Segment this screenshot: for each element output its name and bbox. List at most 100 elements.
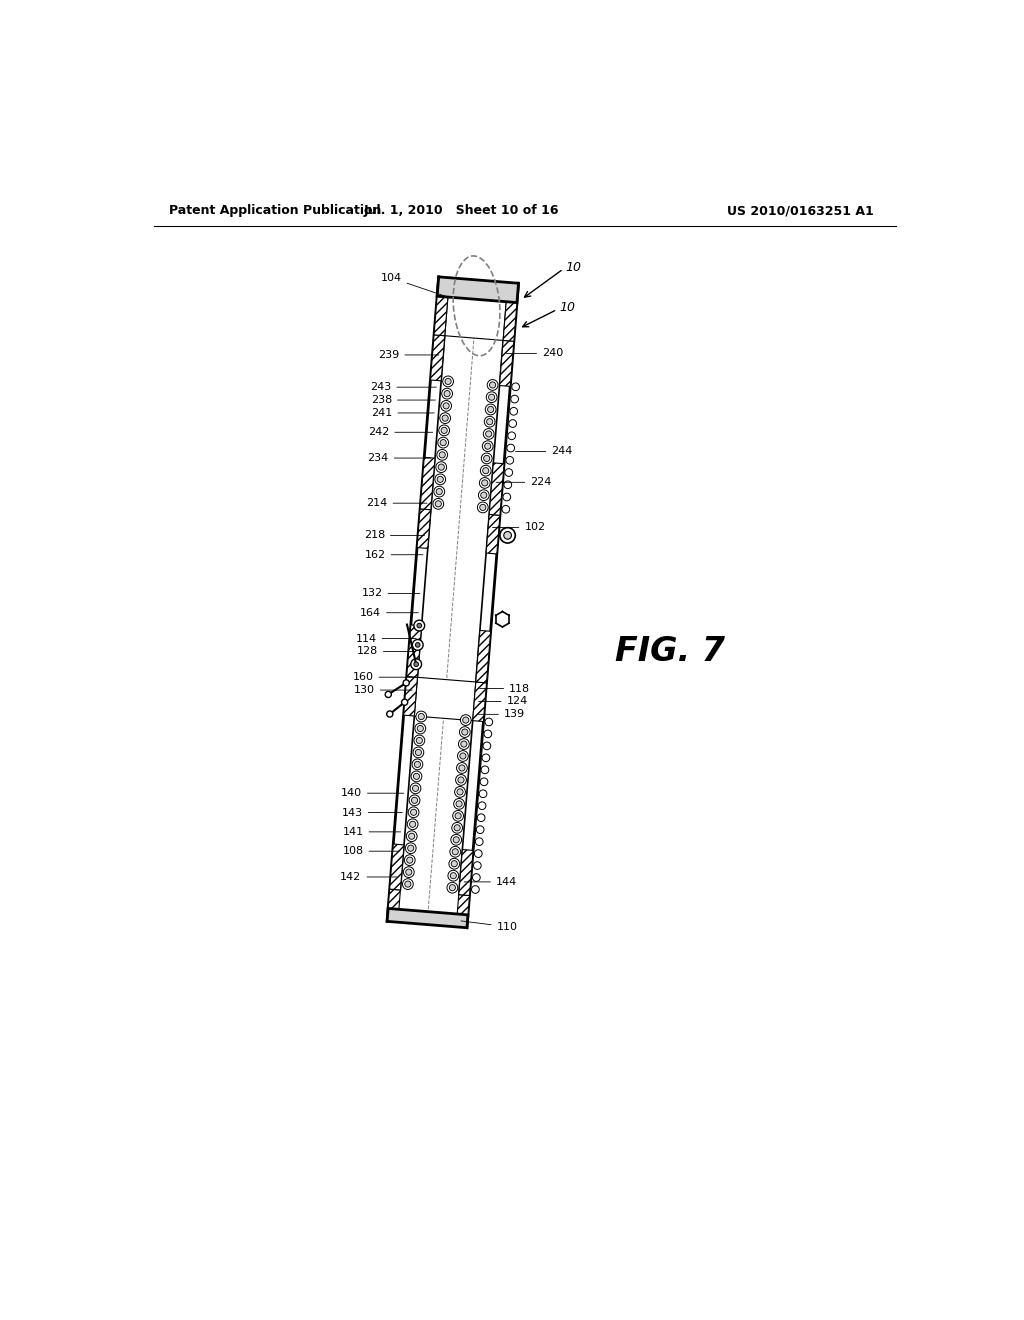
Circle shape [483, 455, 489, 462]
Text: 160: 160 [352, 672, 413, 682]
Circle shape [487, 380, 498, 391]
Circle shape [486, 418, 493, 425]
Polygon shape [473, 682, 486, 722]
Circle shape [417, 726, 423, 731]
Circle shape [453, 849, 459, 855]
Circle shape [456, 775, 466, 785]
Circle shape [449, 858, 460, 869]
Circle shape [404, 880, 411, 887]
Circle shape [409, 807, 419, 817]
Circle shape [460, 727, 470, 738]
Circle shape [482, 467, 488, 474]
Circle shape [415, 762, 421, 767]
Circle shape [411, 659, 422, 669]
Circle shape [481, 480, 487, 486]
Text: 104: 104 [381, 273, 445, 296]
Circle shape [416, 750, 422, 755]
Circle shape [505, 469, 513, 477]
Text: 118: 118 [479, 684, 530, 693]
Circle shape [418, 713, 424, 719]
Circle shape [411, 809, 417, 816]
Text: 218: 218 [364, 531, 425, 540]
Circle shape [416, 643, 420, 647]
Circle shape [452, 822, 463, 833]
Circle shape [459, 764, 465, 771]
Circle shape [402, 879, 414, 890]
Circle shape [417, 738, 423, 743]
Circle shape [458, 777, 464, 783]
Circle shape [484, 730, 492, 738]
Polygon shape [387, 890, 400, 923]
Circle shape [485, 430, 492, 437]
Circle shape [478, 801, 486, 809]
Text: Jul. 1, 2010   Sheet 10 of 16: Jul. 1, 2010 Sheet 10 of 16 [364, 205, 559, 218]
Circle shape [406, 869, 412, 875]
Circle shape [500, 528, 515, 543]
Text: 142: 142 [340, 873, 397, 882]
Circle shape [414, 620, 425, 631]
Polygon shape [500, 341, 514, 387]
Circle shape [433, 499, 443, 510]
Circle shape [485, 404, 496, 414]
Text: 243: 243 [370, 383, 436, 392]
Circle shape [413, 747, 424, 758]
Polygon shape [407, 624, 422, 677]
Circle shape [412, 759, 423, 770]
Circle shape [484, 444, 490, 449]
Text: 108: 108 [342, 846, 399, 857]
Polygon shape [503, 302, 517, 342]
Circle shape [510, 408, 517, 416]
Text: 132: 132 [361, 589, 420, 598]
Circle shape [472, 874, 480, 882]
Circle shape [440, 440, 446, 446]
Circle shape [440, 400, 452, 412]
Circle shape [439, 451, 445, 458]
Circle shape [444, 391, 451, 397]
Circle shape [461, 741, 467, 747]
Circle shape [459, 739, 469, 750]
Polygon shape [459, 850, 473, 895]
Circle shape [458, 751, 468, 762]
Circle shape [508, 432, 515, 440]
Polygon shape [444, 297, 506, 341]
Polygon shape [434, 296, 447, 335]
Text: Patent Application Publication: Patent Application Publication [169, 205, 381, 218]
Text: 241: 241 [371, 408, 434, 418]
Circle shape [453, 837, 460, 843]
Text: US 2010/0163251 A1: US 2010/0163251 A1 [727, 205, 873, 218]
Polygon shape [415, 677, 476, 721]
Text: 224: 224 [496, 478, 552, 487]
Circle shape [479, 789, 486, 797]
Circle shape [417, 623, 422, 628]
Circle shape [442, 414, 449, 421]
Circle shape [480, 777, 487, 785]
Circle shape [477, 814, 485, 821]
Circle shape [511, 395, 518, 403]
Circle shape [507, 444, 515, 451]
Circle shape [403, 680, 410, 686]
Circle shape [451, 834, 462, 845]
Circle shape [442, 376, 454, 387]
Circle shape [436, 462, 446, 473]
Circle shape [385, 692, 391, 697]
Polygon shape [420, 457, 435, 510]
Text: 242: 242 [368, 428, 433, 437]
Text: 144: 144 [464, 876, 517, 887]
Circle shape [413, 639, 423, 651]
Circle shape [401, 700, 408, 705]
Text: 114: 114 [355, 634, 416, 644]
Circle shape [512, 383, 519, 391]
Text: 244: 244 [515, 446, 572, 457]
Circle shape [506, 457, 514, 465]
Circle shape [479, 504, 485, 511]
Circle shape [457, 763, 467, 774]
Circle shape [410, 821, 416, 828]
Circle shape [456, 801, 462, 807]
Circle shape [455, 787, 466, 797]
Circle shape [451, 873, 457, 879]
Circle shape [438, 437, 449, 447]
Circle shape [437, 477, 443, 482]
Circle shape [502, 506, 510, 513]
Circle shape [474, 850, 482, 858]
Circle shape [461, 714, 471, 726]
